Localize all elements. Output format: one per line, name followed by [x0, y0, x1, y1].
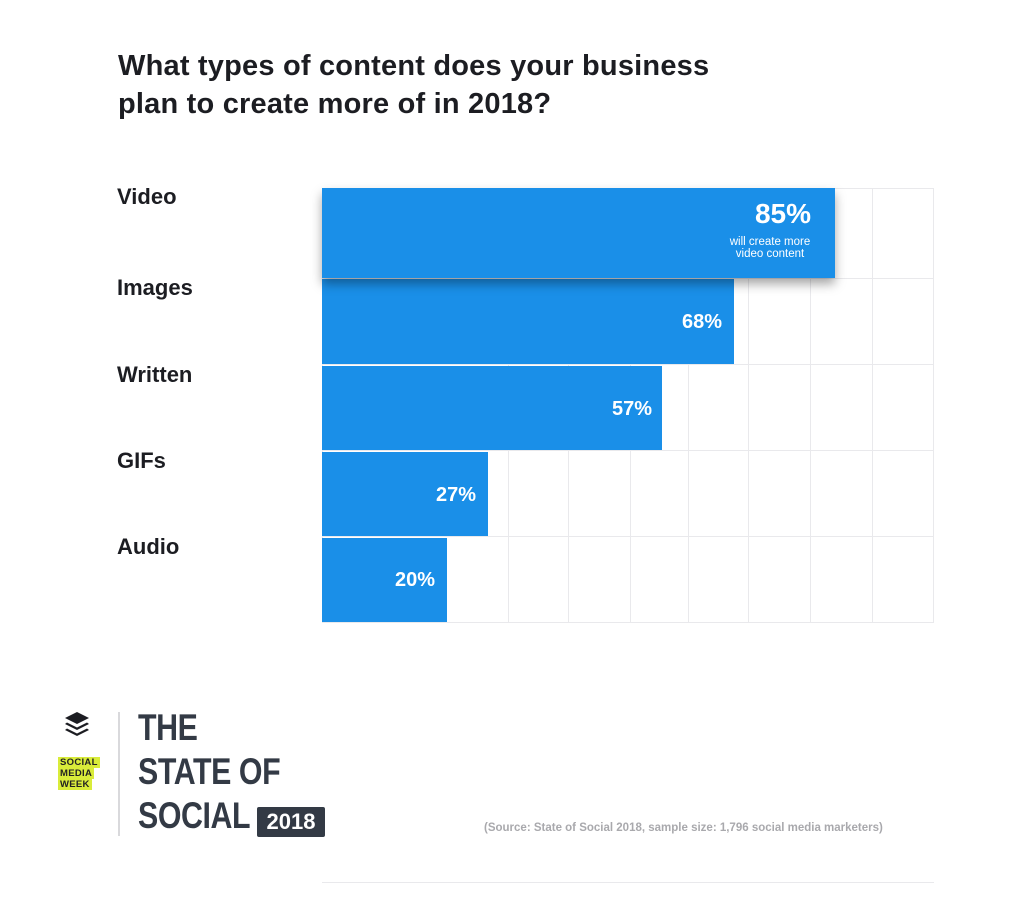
wordmark-line-3: SOCIAL	[138, 795, 251, 836]
category-label-gifs: GIFs	[117, 448, 166, 473]
year-badge: 2018	[257, 807, 325, 837]
smw-line-1: SOCIAL	[58, 757, 100, 768]
category-label-images: Images	[117, 275, 193, 300]
smw-line-2: MEDIA	[58, 768, 95, 779]
branding-divider	[118, 712, 120, 836]
category-label-video: Video	[117, 184, 177, 209]
bar-annotation-video: will create more video content	[729, 236, 811, 260]
state-of-social-wordmark: THE STATE OF SOCIAL	[138, 706, 281, 838]
smw-line-3: WEEK	[58, 779, 92, 790]
bar-value-gifs: 27%	[435, 484, 476, 506]
bar-video: 85% will create more video content	[322, 188, 835, 278]
bar-written: 57%	[322, 366, 662, 450]
bar-images: 68%	[322, 279, 734, 364]
bar-gifs: 27%	[322, 452, 488, 536]
social-media-week-logo: SOCIAL MEDIA WEEK	[58, 757, 100, 790]
chart-title: What types of content does your business…	[118, 47, 818, 123]
wordmark-line-1: THE	[138, 707, 198, 748]
bar-value-written: 57%	[611, 398, 652, 420]
category-label-written: Written	[117, 362, 193, 387]
title-line-1: What types of content does your business	[118, 50, 710, 82]
bar-value-images: 68%	[681, 311, 722, 333]
source-note: (Source: State of Social 2018, sample si…	[484, 822, 883, 834]
buffer-layers-icon	[65, 712, 89, 736]
bar-audio: 20%	[322, 538, 447, 622]
title-line-2: plan to create more of in 2018?	[118, 88, 552, 120]
footer-divider	[322, 882, 934, 883]
bar-value-audio: 20%	[394, 569, 435, 591]
category-label-audio: Audio	[117, 534, 180, 559]
bar-value-video: 85%	[754, 198, 811, 229]
wordmark-line-2: STATE OF	[138, 751, 281, 792]
